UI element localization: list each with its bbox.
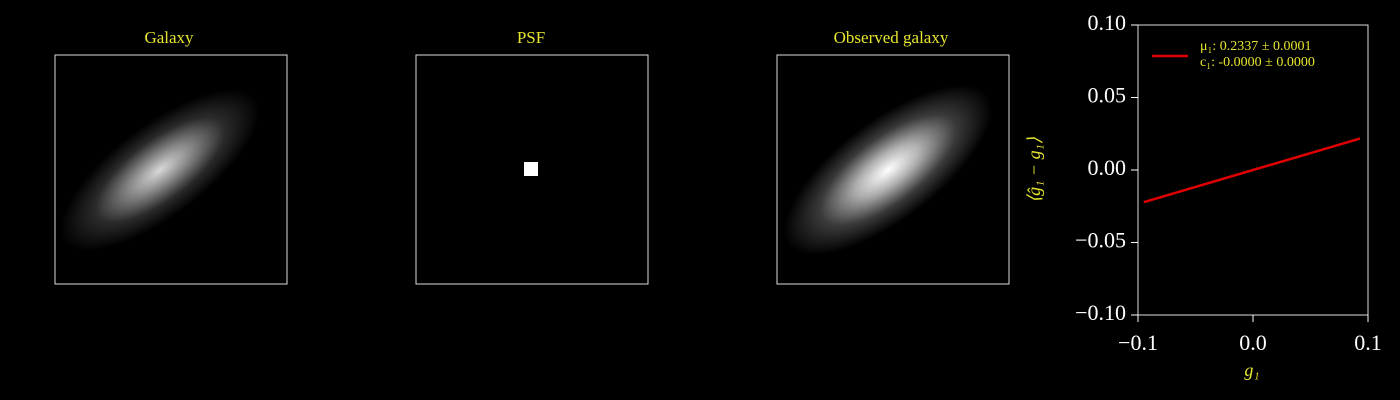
image-frame [776,54,1010,285]
observed-panel: Observed galaxy [776,28,1010,285]
galaxy-panel: Galaxy [54,28,288,285]
legend-label: μ₁: 0.2337 ± 0.0001 [1200,39,1311,54]
y-tick-label: −0.05 [1075,228,1126,253]
psf-panel: PSF [415,28,649,285]
image-frame [54,54,288,285]
series-line [1143,137,1361,204]
panel-title: Galaxy [144,28,194,47]
y-tick-label: −0.10 [1075,300,1126,325]
y-tick-label: 0.05 [1088,83,1127,108]
legend-label: c₁: -0.0000 ± 0.0000 [1200,55,1315,70]
x-tick-label: −0.1 [1118,330,1158,355]
y-tick-label: 0.10 [1088,10,1127,35]
psf-image [524,162,538,176]
x-tick-label: 0.0 [1239,330,1267,355]
galaxy-image [60,88,260,252]
bias-chart: g₁ ⟨ĝ₁ − g₁⟩ −0.10 −0.05 0.00 0.05 0.10 −0.1 0… [1024,10,1382,380]
x-tick-label: 0.1 [1354,330,1382,355]
y-axis-label: ⟨ĝ₁ − g₁⟩ [1024,137,1044,203]
image-frame [415,54,649,285]
observed-image [783,84,993,256]
x-axis-label: g₁ [1244,360,1259,380]
panel-title: PSF [517,28,545,47]
panel-title: Observed galaxy [834,28,949,47]
y-tick-label: 0.00 [1088,155,1127,180]
